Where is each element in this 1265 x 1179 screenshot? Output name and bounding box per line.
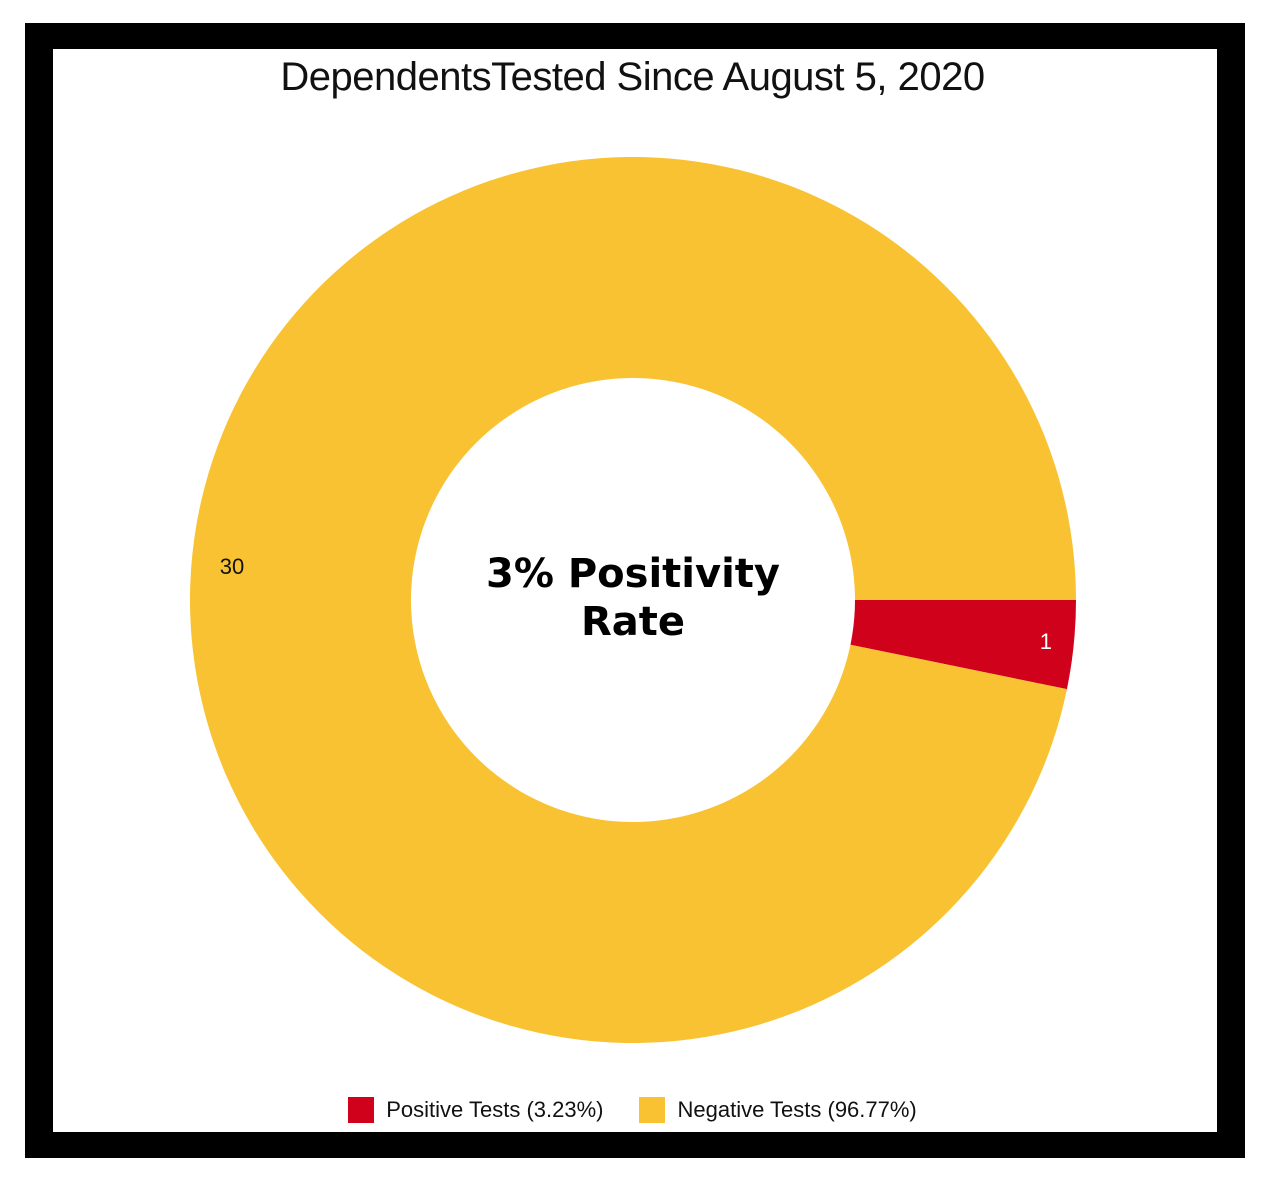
center-text-line-2: Rate — [581, 599, 685, 645]
data-label-positive: 1 — [1040, 629, 1052, 654]
data-label-negative: 30 — [220, 554, 244, 579]
legend-swatch-negative — [639, 1097, 666, 1123]
chart-title: DependentsTested Since August 5, 2020 — [280, 55, 985, 99]
legend-swatch-positive — [348, 1097, 375, 1123]
pie-slice-negative[interactable] — [190, 156, 1077, 1043]
legend-label-positive: Positive Tests (3.23%) — [386, 1097, 604, 1122]
legend-item-negative[interactable]: Negative Tests (96.77%) — [639, 1097, 917, 1123]
legend-label-negative: Negative Tests (96.77%) — [677, 1097, 917, 1122]
pie-slice-positive[interactable] — [850, 600, 1076, 690]
center-text-line-1: 3% Positivity — [486, 551, 780, 597]
legend-item-positive[interactable]: Positive Tests (3.23%) — [348, 1097, 603, 1123]
chart-legend: Positive Tests (3.23%) Negative Tests (9… — [0, 1097, 1265, 1123]
